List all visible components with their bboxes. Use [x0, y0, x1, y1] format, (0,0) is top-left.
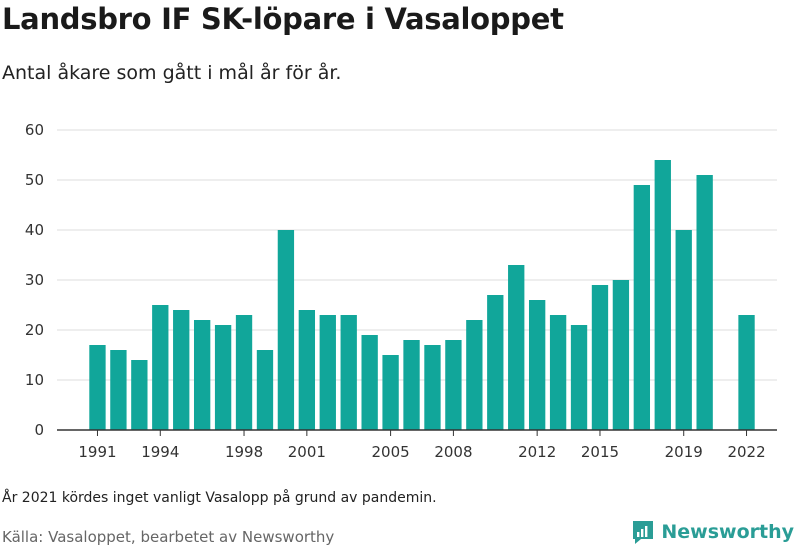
footnote: År 2021 kördes inget vanligt Vasalopp på… — [2, 490, 437, 506]
x-tick-label: 2001 — [288, 443, 326, 461]
bar-2011 — [508, 265, 525, 430]
x-tick-label: 2008 — [434, 443, 472, 461]
source-text: Källa: Vasaloppet, bearbetet av Newswort… — [2, 528, 335, 546]
newsworthy-logo-icon — [633, 521, 654, 544]
x-tick-label: 1994 — [141, 443, 179, 461]
bar-2017 — [633, 185, 651, 430]
bar-1994 — [152, 305, 169, 430]
bar-2000 — [277, 230, 295, 430]
bar-1997 — [214, 325, 232, 430]
x-tick-label: 2005 — [372, 443, 410, 461]
y-tick-label: 0 — [34, 421, 44, 439]
chart-title: Landsbro IF SK-löpare i Vasaloppet — [2, 2, 564, 36]
y-tick-label: 10 — [25, 371, 44, 389]
bar-2005 — [382, 355, 399, 430]
y-tick-label: 30 — [25, 271, 44, 289]
bar-2016 — [612, 280, 630, 430]
y-tick-label: 40 — [25, 221, 44, 239]
bar-2014 — [570, 325, 588, 430]
bar-2018 — [654, 160, 671, 430]
bar-chart: 0 10 20 30 40 50 60 1991 1994 1998 2001 2005 2008 201… — [25, 121, 777, 461]
x-tick-label: 2015 — [581, 443, 619, 461]
brand-logo: Newsworthy — [631, 519, 794, 545]
bar-2007 — [424, 345, 441, 430]
bar-2020 — [696, 175, 713, 430]
bar-2001 — [298, 310, 316, 430]
bar-1992 — [110, 350, 127, 430]
bar-2003 — [340, 315, 357, 430]
bar-1993 — [131, 360, 148, 430]
bar-1998 — [235, 315, 253, 430]
bar-1995 — [173, 310, 190, 430]
x-tick-label: 2022 — [727, 443, 765, 461]
x-tick-label: 1998 — [225, 443, 263, 461]
bar-2006 — [403, 340, 420, 430]
bar-1999 — [256, 350, 274, 430]
y-tick-label: 50 — [25, 171, 44, 189]
bar-2010 — [487, 295, 504, 430]
bars — [89, 160, 755, 430]
bar-2004 — [361, 335, 378, 430]
brand-name: Newsworthy — [661, 521, 794, 543]
bar-2015 — [591, 285, 609, 430]
y-tick-label: 60 — [25, 121, 44, 139]
y-tick-label: 20 — [25, 321, 44, 339]
bar-1991 — [89, 345, 106, 430]
bar-2008 — [445, 340, 462, 430]
bar-1996 — [193, 320, 211, 430]
bar-2012 — [528, 300, 546, 430]
chart-subtitle: Antal åkare som gått i mål år för år. — [2, 62, 342, 84]
axes: 0 10 20 30 40 50 60 1991 1994 1998 2001 2005 2008 201… — [25, 121, 777, 461]
bar-2009 — [466, 320, 483, 430]
bar-2022 — [738, 315, 755, 430]
x-tick-label: 2019 — [665, 443, 703, 461]
x-tick-label: 2012 — [518, 443, 556, 461]
bar-2002 — [319, 315, 336, 430]
bar-2013 — [549, 315, 567, 430]
bar-2019 — [675, 230, 692, 430]
x-tick-label: 1991 — [78, 443, 116, 461]
